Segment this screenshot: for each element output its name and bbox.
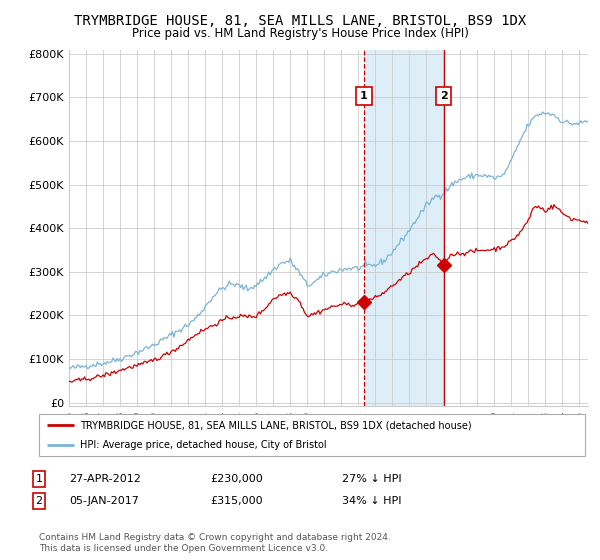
Text: 2: 2 bbox=[35, 496, 43, 506]
Text: 27-APR-2012: 27-APR-2012 bbox=[69, 474, 141, 484]
Bar bbox=[364, 50, 444, 406]
Text: 1: 1 bbox=[35, 474, 43, 484]
FancyBboxPatch shape bbox=[39, 414, 585, 456]
Text: Contains HM Land Registry data © Crown copyright and database right 2024.
This d: Contains HM Land Registry data © Crown c… bbox=[39, 533, 391, 553]
Text: TRYMBRIDGE HOUSE, 81, SEA MILLS LANE, BRISTOL, BS9 1DX (detached house): TRYMBRIDGE HOUSE, 81, SEA MILLS LANE, BR… bbox=[80, 421, 472, 430]
Text: £315,000: £315,000 bbox=[210, 496, 263, 506]
Text: Price paid vs. HM Land Registry's House Price Index (HPI): Price paid vs. HM Land Registry's House … bbox=[131, 27, 469, 40]
Text: 34% ↓ HPI: 34% ↓ HPI bbox=[342, 496, 401, 506]
Text: TRYMBRIDGE HOUSE, 81, SEA MILLS LANE, BRISTOL, BS9 1DX: TRYMBRIDGE HOUSE, 81, SEA MILLS LANE, BR… bbox=[74, 14, 526, 28]
Text: 05-JAN-2017: 05-JAN-2017 bbox=[69, 496, 139, 506]
Text: £230,000: £230,000 bbox=[210, 474, 263, 484]
Text: HPI: Average price, detached house, City of Bristol: HPI: Average price, detached house, City… bbox=[80, 441, 326, 450]
Text: 2: 2 bbox=[440, 91, 448, 101]
Text: 1: 1 bbox=[360, 91, 368, 101]
Text: 27% ↓ HPI: 27% ↓ HPI bbox=[342, 474, 401, 484]
